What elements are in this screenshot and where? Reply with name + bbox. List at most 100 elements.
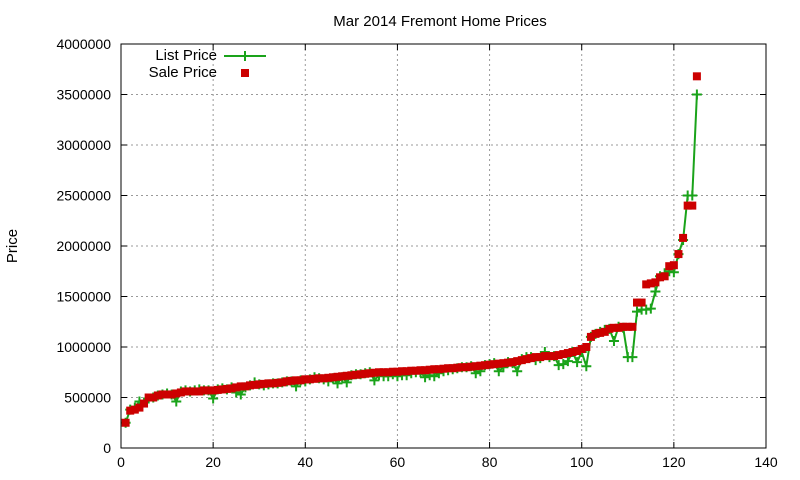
point-list-price	[608, 335, 619, 346]
point-sale-price	[365, 369, 374, 378]
point-sale-price	[292, 376, 301, 385]
point-sale-price	[499, 359, 508, 368]
point-sale-price	[642, 280, 651, 289]
point-sale-price	[255, 380, 264, 389]
point-sale-price	[439, 364, 448, 373]
point-sale-price	[434, 365, 443, 374]
point-list-price	[235, 389, 246, 400]
point-sale-price	[375, 368, 383, 377]
point-list-price	[171, 396, 182, 407]
point-sale-price	[370, 368, 379, 377]
point-sale-price	[536, 353, 545, 362]
x-tick-label: 100	[570, 454, 594, 470]
point-sale-price	[591, 329, 600, 338]
point-sale-price	[388, 367, 397, 376]
point-sale-price	[232, 383, 241, 392]
point-list-price	[627, 352, 638, 363]
y-tick-label: 3500000	[56, 87, 111, 103]
point-sale-price	[172, 389, 181, 398]
x-tick-label: 40	[297, 454, 313, 470]
point-sale-price	[236, 382, 245, 391]
point-sale-price	[305, 375, 314, 384]
point-sale-price	[688, 201, 697, 210]
point-sale-price	[144, 393, 153, 402]
point-sale-price	[398, 367, 407, 376]
point-sale-price	[573, 347, 582, 356]
point-list-price	[553, 360, 564, 371]
y-tick-label: 2500000	[56, 188, 111, 204]
point-sale-price	[241, 382, 250, 391]
point-sale-price	[628, 322, 637, 331]
point-sale-price	[347, 371, 356, 380]
point-sale-price	[651, 278, 660, 287]
point-sale-price	[130, 405, 139, 414]
series-sale-price	[121, 72, 701, 427]
point-sale-price	[328, 373, 337, 382]
point-sale-price	[600, 327, 609, 336]
point-sale-price	[568, 348, 577, 357]
point-list-price	[645, 303, 656, 314]
point-sale-price	[121, 418, 130, 427]
point-list-price	[641, 304, 652, 315]
point-sale-price	[531, 353, 540, 362]
y-axis-label: Price	[4, 229, 21, 263]
legend-entry-sale-price: Sale Price	[149, 64, 249, 81]
point-sale-price	[633, 298, 641, 307]
point-sale-price	[176, 388, 185, 397]
point-sale-price	[467, 362, 476, 371]
point-sale-price	[384, 368, 393, 377]
legend-marker-list-price	[240, 51, 250, 61]
point-list-price	[687, 190, 698, 201]
point-list-price	[581, 361, 592, 372]
point-sale-price	[517, 356, 526, 365]
point-sale-price	[153, 391, 162, 400]
y-tick-label: 3000000	[56, 137, 111, 153]
point-sale-price	[324, 373, 333, 382]
point-sale-price	[476, 361, 485, 370]
point-sale-price	[186, 387, 195, 396]
y-tick-label: 1000000	[56, 339, 111, 355]
point-sale-price	[163, 390, 172, 399]
point-sale-price	[577, 345, 586, 354]
point-sale-price	[692, 72, 701, 81]
point-sale-price	[554, 351, 563, 360]
point-sale-price	[356, 370, 365, 379]
point-sale-price	[660, 272, 669, 281]
x-tick-label: 0	[117, 454, 125, 470]
point-sale-price	[582, 343, 591, 351]
x-tick-label: 120	[662, 454, 686, 470]
point-sale-price	[545, 352, 554, 361]
point-sale-price	[135, 403, 144, 412]
point-sale-price	[264, 379, 273, 388]
point-sale-price	[361, 369, 370, 378]
point-sale-price	[250, 380, 259, 389]
point-sale-price	[259, 379, 268, 388]
point-sale-price	[646, 279, 655, 288]
point-sale-price	[407, 366, 416, 375]
point-sale-price	[527, 354, 536, 363]
point-sale-price	[301, 375, 310, 384]
point-sale-price	[559, 350, 568, 359]
y-tick-labels: 0 500000 1000000 1500000 2000000 2500000 30000…	[56, 36, 111, 456]
legend: List Price Sale Price	[149, 47, 266, 81]
point-sale-price	[656, 273, 665, 282]
point-sale-price	[273, 378, 282, 387]
point-sale-price	[669, 261, 678, 270]
point-sale-price	[167, 390, 176, 399]
point-sale-price	[287, 376, 296, 385]
point-sale-price	[430, 365, 439, 374]
point-list-price	[369, 375, 380, 386]
point-sale-price	[181, 387, 190, 396]
point-sale-price	[218, 385, 227, 394]
point-sale-price	[416, 366, 425, 375]
point-sale-price	[453, 363, 462, 372]
chart-title: Mar 2014 Fremont Home Prices	[333, 13, 546, 30]
point-sale-price	[550, 352, 559, 361]
point-list-price	[632, 306, 642, 317]
point-sale-price	[190, 387, 199, 396]
point-list-price	[562, 356, 573, 367]
point-sale-price	[504, 358, 512, 367]
y-tick-label: 1500000	[56, 289, 111, 305]
point-list-price	[572, 357, 583, 368]
